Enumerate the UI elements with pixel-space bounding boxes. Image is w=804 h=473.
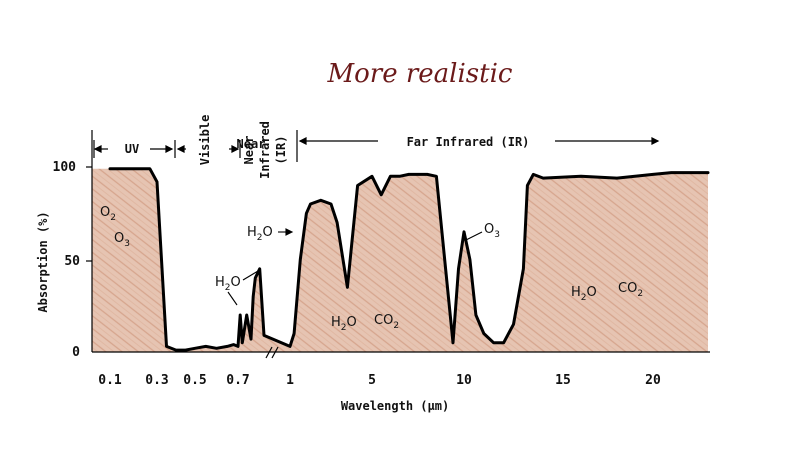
y-axis-label: Absorption (%) [36,211,50,312]
x-axis-label: Wavelength (μm) [341,399,449,413]
gas-pointer [227,270,259,306]
x-tick-label: 0.1 [98,373,122,388]
x-tick-label: 0.3 [145,373,168,388]
region-far-ir-label: Far Infrared (IR) [407,135,530,149]
y-tick-label: 50 [64,254,80,269]
svg-text:Infrared: Infrared [258,121,272,179]
x-tick-label: 20 [645,373,661,388]
gas-pointer [465,231,483,241]
x-tick-label: 5 [368,373,376,388]
plot-area [92,167,710,352]
absorption-curve [108,167,710,352]
x-tick-label: 0.7 [226,373,249,388]
svg-text:(IR): (IR) [274,136,288,165]
gas-label-h2o-1um: H2O [247,225,273,243]
gas-label-h2o-far: H2O [571,285,597,303]
region-visible-label: Visible [198,115,212,166]
gas-label-co2-far: CO2 [618,281,643,299]
gas-label-h2o-mid: H2O [331,315,357,333]
region-uv-label: UV [125,142,139,156]
absorption-fill [92,168,708,352]
region-uv [93,140,186,158]
axis-break-mark [265,346,279,359]
region-near-ir-text: Near Infrared (IR) [242,121,288,179]
y-tick-label: 0 [72,345,80,360]
gas-pointer [278,228,294,236]
region-near-ir [229,140,241,158]
gas-label-h2o-near: H2O [215,275,241,293]
x-tick-label: 10 [456,373,472,388]
gas-label-o2: O2 [100,205,116,223]
y-tick-label: 100 [53,160,77,175]
svg-text:Near: Near [242,136,256,165]
x-tick-label: 15 [555,373,571,388]
region-near-ir-label: Near [237,137,266,151]
x-tick-label: 1 [286,373,294,388]
chart-title: More realistic [327,59,513,89]
region-far-ir [296,130,660,162]
x-tick-label: 0.5 [183,373,206,388]
gas-label-co2-mid: CO2 [374,313,399,331]
gas-label-o3: O3 [114,231,130,249]
gas-label-o3-10um: O3 [484,222,500,240]
